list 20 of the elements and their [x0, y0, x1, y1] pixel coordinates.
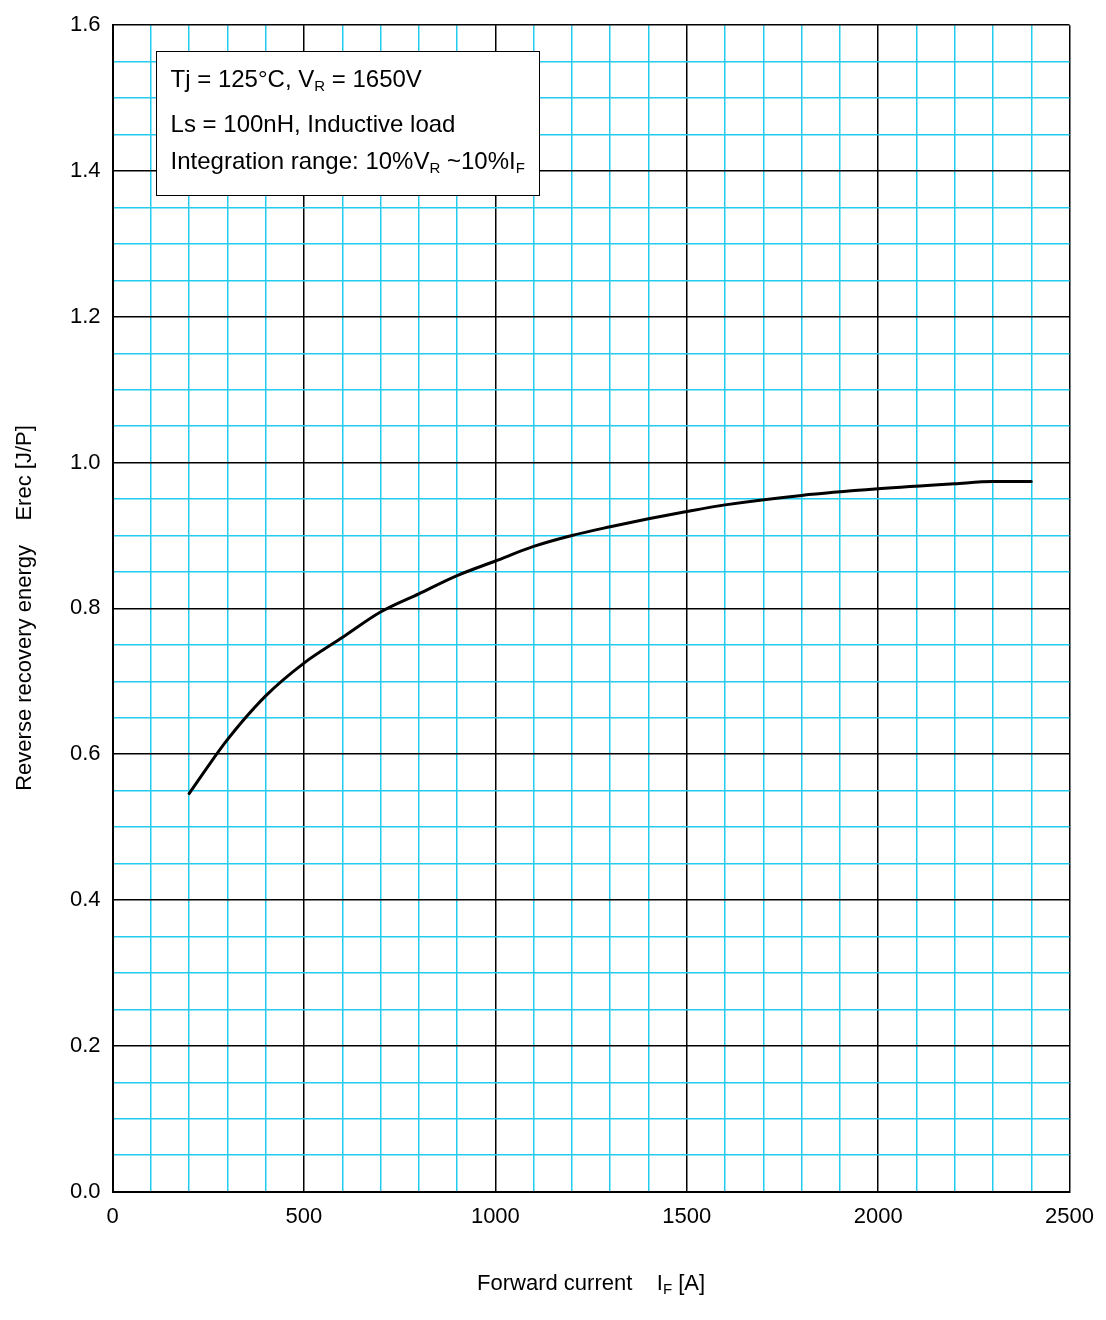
y-tick-label: 0.6 [69, 740, 101, 766]
y-tick-label: 0.2 [69, 1031, 101, 1057]
y-tick-label: 1.4 [69, 157, 101, 183]
x-tick-label: 2500 [1045, 1202, 1095, 1228]
annotation: Tj = 125°C, V$_{R}$ = 1650V [170, 65, 422, 95]
x-tick-label: 1500 [662, 1202, 712, 1228]
y-tick-label: 1.2 [69, 302, 101, 328]
annotation: Ls = 100nH, Inductive load [170, 109, 456, 137]
y-tick-label: 1.6 [69, 11, 101, 37]
x-tick-label: 500 [285, 1202, 323, 1228]
y-tick-label: 0.8 [69, 594, 101, 620]
y-tick-label: 0.0 [69, 1177, 101, 1203]
x-tick-label: 0 [106, 1202, 119, 1228]
y-tick-label: 1.0 [69, 448, 101, 474]
x-axis-title: Forward current I$_{F}$ [A] [477, 1269, 706, 1297]
x-tick-label: 1000 [470, 1202, 520, 1228]
annotation: Integration range: 10%V$_{R}$ ~10%I$_{F}$ [170, 147, 525, 177]
x-tick-label: 2000 [853, 1202, 903, 1228]
y-tick-label: 0.4 [69, 886, 101, 912]
y-axis-title: Reverse recovery energy Erec [J/P] [11, 425, 37, 792]
